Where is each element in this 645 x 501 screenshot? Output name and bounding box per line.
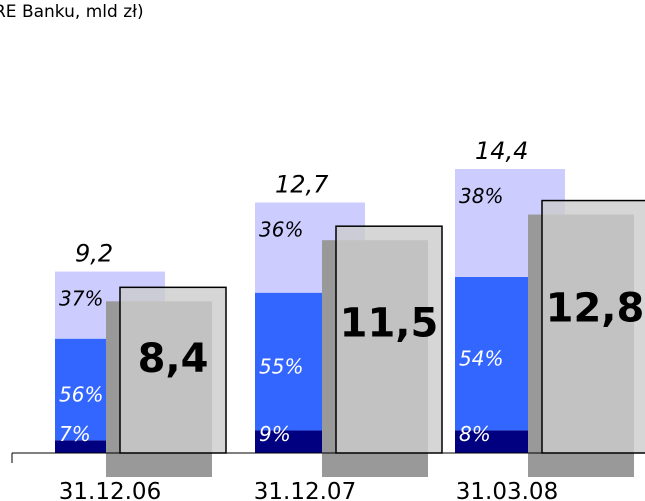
overlay-bar-1 [119,286,227,454]
overlay-bar-2 [335,225,443,454]
segment-label-3-1: 37% [59,287,103,311]
segment-label-2-2: 55% [259,355,303,379]
segment-label-3-3: 38% [459,184,503,208]
category-label-1: 31.12.06 [59,479,161,501]
overlay-label-3: 12,8 [546,286,645,332]
segment-label-2-1: 56% [59,382,103,406]
overlay-label-2: 11,5 [340,300,439,346]
segment-label-1-3: 8% [459,422,491,446]
segment-label-3-2: 36% [259,218,303,242]
overlay-label-1: 8,4 [138,336,209,382]
total-label-1: 9,2 [75,240,113,268]
total-label-3: 14,4 [475,137,528,165]
category-label-3: 31.03.08 [456,479,558,501]
overlay-bar-3 [541,199,645,454]
segment-label-2-3: 54% [459,347,503,371]
segment-label-1-2: 9% [259,422,291,446]
category-label-2: 31.12.07 [254,479,356,501]
chart-title: RE Banku, mld zł) [0,2,144,22]
segment-label-1-1: 7% [59,422,91,446]
total-label-2: 12,7 [275,171,329,199]
